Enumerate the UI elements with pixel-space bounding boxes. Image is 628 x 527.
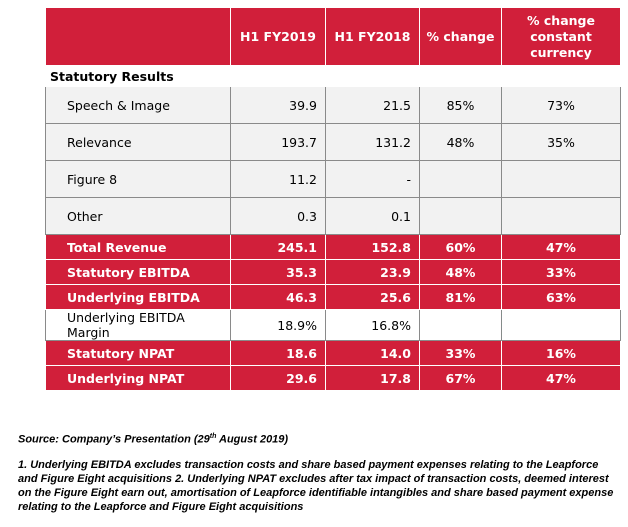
cell-pct-change-cc [501, 197, 621, 235]
table-row: Other 0.3 0.1 [45, 197, 621, 235]
cell-pct-change: 67% [419, 365, 502, 391]
cell-pct-change-cc: 63% [501, 284, 621, 310]
header-pct-change-constant-currency: % change constant currency [501, 7, 621, 66]
row-label: Relevance [45, 123, 231, 161]
cell-h1-fy2018: 25.6 [325, 284, 420, 310]
cell-pct-change [419, 197, 502, 235]
table-row: Underlying EBITDA 46.3 25.6 81% 63% [45, 284, 621, 310]
cell-pct-change-cc: 73% [501, 86, 621, 124]
section-title: Statutory Results [45, 65, 621, 87]
cell-pct-change: 33% [419, 340, 502, 366]
section-row: Statutory Results [45, 65, 621, 87]
table-row: Statutory NPAT 18.6 14.0 33% 16% [45, 340, 621, 366]
table-row: Total Revenue 245.1 152.8 60% 47% [45, 234, 621, 260]
cell-pct-change-cc [501, 309, 621, 341]
cell-h1-fy2018: 23.9 [325, 259, 420, 285]
cell-h1-fy2018: 131.2 [325, 123, 420, 161]
row-label: Figure 8 [45, 160, 231, 198]
cell-pct-change [419, 309, 502, 341]
header-pct-change: % change [419, 7, 502, 66]
cell-h1-fy2019: 0.3 [230, 197, 326, 235]
cell-pct-change-cc: 47% [501, 234, 621, 260]
cell-h1-fy2018: 152.8 [325, 234, 420, 260]
header-h1-fy2019: H1 FY2019 [230, 7, 326, 66]
cell-h1-fy2019: 11.2 [230, 160, 326, 198]
table-row: Figure 8 11.2- [45, 160, 621, 198]
row-label: Statutory EBITDA [45, 259, 231, 285]
table-row: Relevance 193.7 131.2 48% 35% [45, 123, 621, 161]
row-label: Other [45, 197, 231, 235]
cell-h1-fy2019: 39.9 [230, 86, 326, 124]
cell-h1-fy2019: 29.6 [230, 365, 326, 391]
row-label: Speech & Image [45, 86, 231, 124]
cell-h1-fy2018: 21.5 [325, 86, 420, 124]
row-label: Total Revenue [45, 234, 231, 260]
cell-h1-fy2019: 35.3 [230, 259, 326, 285]
table-row: Speech & Image 39.9 21.5 85% 73% [45, 86, 621, 124]
cell-h1-fy2018: 17.8 [325, 365, 420, 391]
footnotes: 1. Underlying EBITDA excludes transactio… [18, 459, 614, 513]
statutory-results-table: H1 FY2019 H1 FY2018 % change % change co… [45, 7, 621, 391]
row-label: Underlying EBITDA Margin [45, 309, 231, 341]
cell-h1-fy2018: 0.1 [325, 197, 420, 235]
cell-h1-fy2018: - [325, 160, 420, 198]
cell-pct-change: 81% [419, 284, 502, 310]
cell-h1-fy2019: 18.9% [230, 309, 326, 341]
header-row: H1 FY2019 H1 FY2018 % change % change co… [45, 7, 621, 66]
header-h1-fy2018: H1 FY2018 [325, 7, 420, 66]
row-label: Statutory NPAT [45, 340, 231, 366]
cell-pct-change: 48% [419, 259, 502, 285]
cell-h1-fy2019: 245.1 [230, 234, 326, 260]
cell-pct-change-cc: 33% [501, 259, 621, 285]
table-row: Statutory EBITDA 35.3 23.9 48% 33% [45, 259, 621, 285]
cell-pct-change: 60% [419, 234, 502, 260]
row-label: Underlying EBITDA [45, 284, 231, 310]
cell-h1-fy2019: 18.6 [230, 340, 326, 366]
cell-h1-fy2019: 46.3 [230, 284, 326, 310]
cell-pct-change [419, 160, 502, 198]
cell-pct-change: 48% [419, 123, 502, 161]
cell-pct-change: 85% [419, 86, 502, 124]
cell-pct-change-cc [501, 160, 621, 198]
cell-h1-fy2019: 193.7 [230, 123, 326, 161]
cell-pct-change-cc: 35% [501, 123, 621, 161]
cell-h1-fy2018: 14.0 [325, 340, 420, 366]
source-line: Source: Company’s Presentation (29th Aug… [18, 433, 289, 446]
row-label: Underlying NPAT [45, 365, 231, 391]
header-blank-cell [45, 7, 231, 66]
cell-pct-change-cc: 16% [501, 340, 621, 366]
cell-h1-fy2018: 16.8% [325, 309, 420, 341]
table-row: Underlying NPAT 29.6 17.8 67% 47% [45, 365, 621, 391]
cell-pct-change-cc: 47% [501, 365, 621, 391]
table-row: Underlying EBITDA Margin 18.9% 16.8% [45, 309, 621, 341]
